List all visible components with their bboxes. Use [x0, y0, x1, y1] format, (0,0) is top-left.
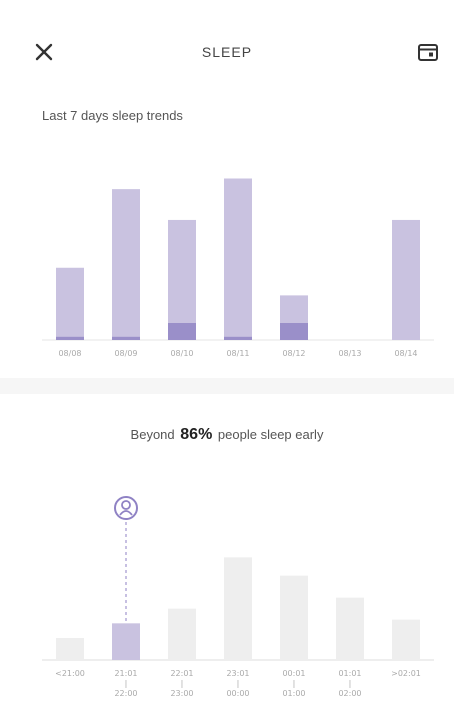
distribution-bar[interactable]	[168, 609, 196, 660]
trend-title: Last 7 days sleep trends	[42, 108, 183, 123]
trend-bar[interactable]	[56, 268, 84, 340]
headline-prefix: Beyond	[131, 427, 175, 442]
trend-bar-segment	[56, 337, 84, 340]
trend-tick-label: 08/14	[394, 349, 417, 358]
distribution-bar[interactable]	[336, 598, 364, 660]
trend-tick-label: 08/12	[282, 349, 305, 358]
trend-bar[interactable]	[392, 220, 420, 340]
distribution-bar[interactable]	[224, 557, 252, 660]
user-marker-icon	[115, 497, 137, 519]
early-sleep-headline: Beyond 86% people sleep early	[0, 426, 454, 444]
distribution-tick-label: 22:01 | 23:00	[170, 669, 193, 698]
trend-bar-segment	[224, 337, 252, 340]
distribution-tick-label: 23:01 | 00:00	[226, 669, 249, 698]
distribution-tick-label: 00:01 | 01:00	[282, 669, 305, 698]
headline-suffix: people sleep early	[218, 427, 324, 442]
bedtime-distribution-chart: <21:00 21:01 | 22:00 22:01 | 23:00 23:01 | 00:00 0…	[0, 488, 454, 718]
sleep-trend-chart: 08/08 08/09 08/10 08/11 08/12 08/13 08/14	[0, 150, 454, 370]
distribution-bar-highlight[interactable]	[112, 623, 140, 660]
page-title: SLEEP	[0, 44, 454, 60]
distribution-bar[interactable]	[392, 620, 420, 660]
trend-bar[interactable]	[168, 220, 196, 340]
trend-bar-segment	[168, 323, 196, 340]
distribution-tick-label: 01:01 | 02:00	[338, 669, 361, 698]
distribution-tick-label: 21:01 | 22:00	[114, 669, 137, 698]
trend-tick-label: 08/10	[170, 349, 193, 358]
distribution-bar[interactable]	[56, 638, 84, 660]
trend-bar[interactable]	[112, 189, 140, 340]
trend-tick-label: 08/09	[114, 349, 137, 358]
calendar-icon[interactable]	[414, 38, 442, 66]
header: SLEEP	[0, 22, 454, 82]
trend-tick-label: 08/11	[226, 349, 249, 358]
trend-tick-label: 08/08	[58, 349, 81, 358]
distribution-tick-label: >02:01	[391, 669, 421, 678]
distribution-tick-label: <21:00	[55, 669, 85, 678]
headline-percent: 86%	[180, 426, 212, 443]
distribution-bar[interactable]	[280, 576, 308, 660]
trend-bar[interactable]	[224, 179, 252, 341]
trend-tick-label: 08/13	[338, 349, 361, 358]
trend-bar-segment	[112, 337, 140, 340]
trend-bar-segment	[280, 323, 308, 340]
section-divider	[0, 378, 454, 394]
